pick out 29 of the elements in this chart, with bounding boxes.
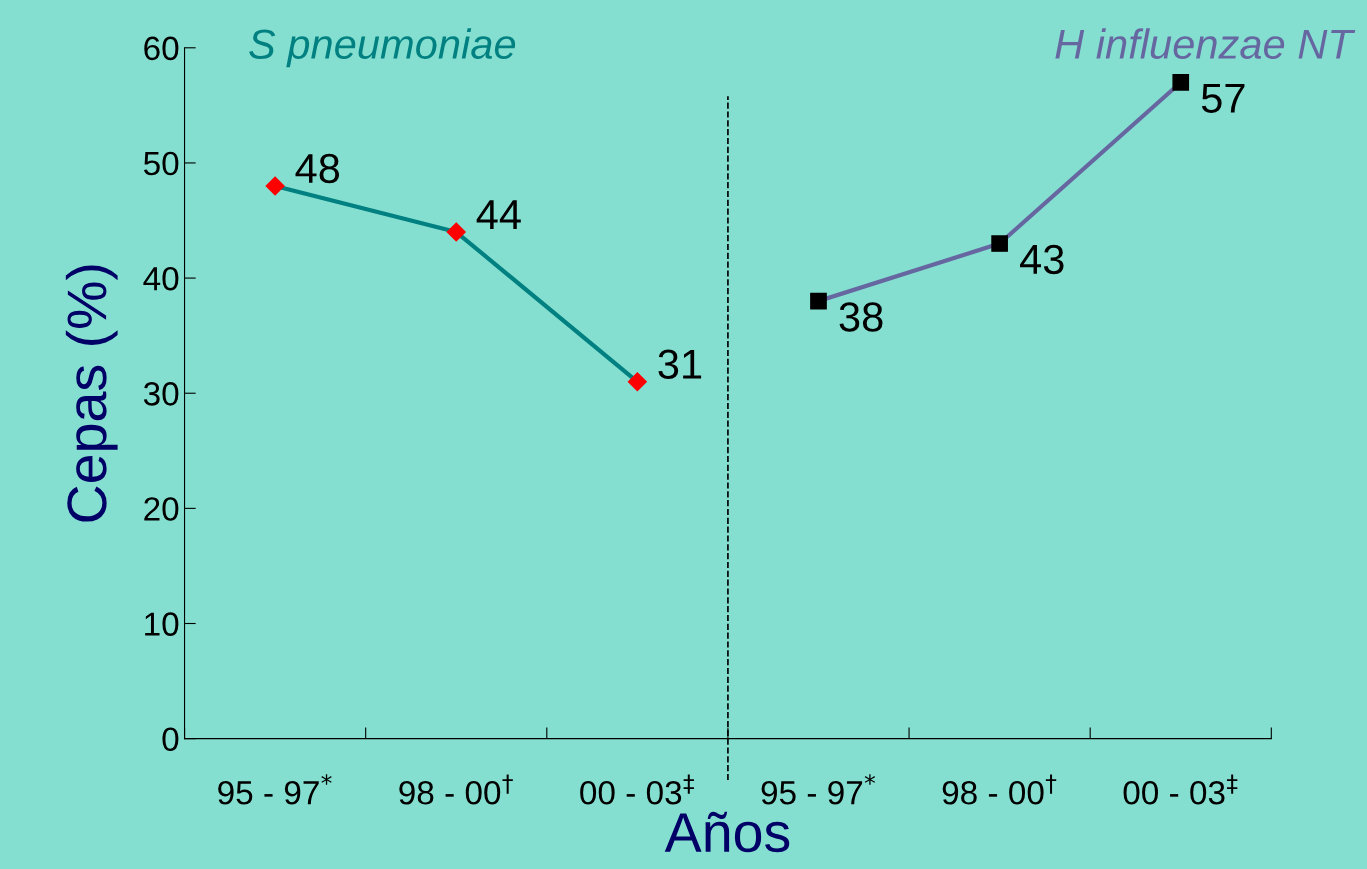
data-label: 31 bbox=[658, 349, 702, 379]
x-axis-title: Años bbox=[664, 811, 790, 853]
point bbox=[265, 176, 285, 196]
x-tick-label: 00 - 03$^{‡}$ bbox=[1123, 774, 1238, 805]
point bbox=[446, 222, 466, 242]
y-tick-label: 60 bbox=[144, 36, 179, 61]
x-tick-label: 95 - 97$^{*}$ bbox=[218, 774, 332, 805]
y-tick-label: 40 bbox=[143, 266, 179, 291]
point bbox=[1172, 74, 1190, 91]
text: S pneumoniae bbox=[249, 28, 516, 68]
x-tick-label: 00 - 03$^{‡}$ bbox=[580, 774, 694, 805]
point bbox=[810, 292, 827, 310]
y-axis-title: Cepas (%) bbox=[65, 265, 118, 522]
series-label: H influenzae NT bbox=[1055, 28, 1356, 59]
x-tick-label: 98 - 00$^{†}$ bbox=[942, 774, 1057, 805]
data-label: 43 bbox=[1020, 244, 1064, 275]
point bbox=[627, 372, 647, 392]
y-tick-label: 50 bbox=[143, 151, 179, 176]
x-tick-label: 95 - 97$^{*}$ bbox=[761, 774, 876, 805]
data-label: 38 bbox=[839, 302, 883, 332]
data-label: 44 bbox=[476, 200, 521, 229]
y-tick-label: 0 bbox=[162, 727, 179, 752]
point bbox=[991, 235, 1008, 252]
y-tick-label: 30 bbox=[143, 382, 179, 406]
y-tick-label: 20 bbox=[144, 497, 179, 521]
data-label: 48 bbox=[295, 153, 340, 184]
data-label: 57 bbox=[1201, 83, 1245, 113]
x-tick-label: 98 - 00$^{†}$ bbox=[399, 774, 513, 805]
y-tick-label: 10 bbox=[145, 612, 179, 636]
